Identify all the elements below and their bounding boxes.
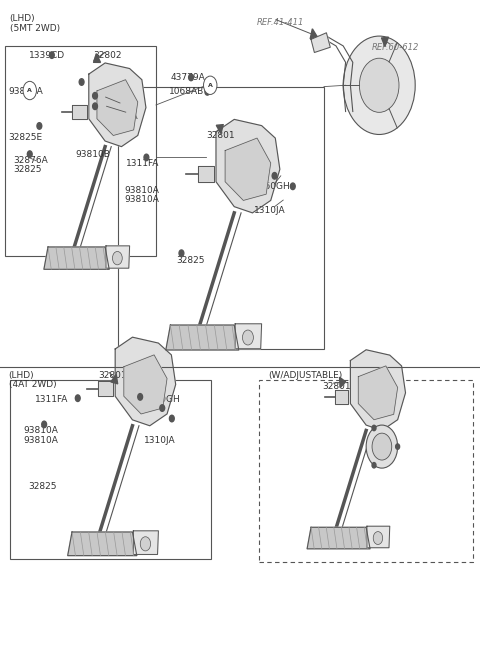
Text: 32825E: 32825E [9,133,43,142]
Circle shape [372,425,376,430]
Circle shape [205,89,210,95]
Polygon shape [124,355,167,414]
Polygon shape [335,390,348,403]
Polygon shape [310,29,317,39]
Text: (5MT 2WD): (5MT 2WD) [10,24,60,33]
Circle shape [42,421,47,428]
Circle shape [23,81,36,100]
Polygon shape [89,63,146,147]
Circle shape [49,52,54,58]
Text: 1339CD: 1339CD [29,51,65,60]
Text: 1360GH: 1360GH [100,102,137,111]
Circle shape [204,76,217,94]
Text: A: A [27,88,32,93]
Polygon shape [94,54,100,62]
Circle shape [396,444,399,449]
Polygon shape [44,247,109,270]
Polygon shape [111,375,118,384]
Bar [10,380,211,559]
Polygon shape [225,138,271,201]
Polygon shape [235,324,262,349]
Circle shape [372,462,376,468]
Text: 32801: 32801 [323,382,351,391]
Text: 32825: 32825 [28,482,56,491]
Bar [118,87,324,349]
Polygon shape [133,531,158,554]
Circle shape [93,92,97,99]
Polygon shape [216,119,280,213]
Text: 93840A: 93840A [9,87,43,96]
Polygon shape [307,527,370,549]
Text: 1068AB: 1068AB [169,87,204,96]
Text: 32825: 32825 [13,165,42,174]
Text: REF.60-612: REF.60-612 [372,43,420,52]
Text: 93810A: 93810A [125,195,160,205]
Circle shape [366,425,397,468]
Polygon shape [350,350,406,430]
Text: 1311FA: 1311FA [35,395,68,404]
Text: 93810A: 93810A [23,436,58,445]
Circle shape [75,395,80,401]
Circle shape [138,394,143,400]
Text: 43779A: 43779A [170,73,205,83]
Text: 1310JA: 1310JA [107,112,138,121]
Polygon shape [98,381,113,396]
Polygon shape [106,246,130,268]
Polygon shape [166,325,239,350]
Circle shape [93,103,97,110]
Circle shape [272,173,277,179]
Text: 32801: 32801 [206,131,235,140]
Polygon shape [72,105,87,119]
Circle shape [112,251,122,265]
Polygon shape [339,377,346,388]
Polygon shape [358,366,397,420]
Circle shape [140,537,151,551]
Polygon shape [382,37,388,47]
Circle shape [169,415,174,422]
Text: 32825: 32825 [177,256,205,265]
Text: 1360GH: 1360GH [254,182,291,192]
Text: 93810B: 93810B [76,150,111,159]
Polygon shape [311,33,330,52]
Text: (LHD): (LHD) [10,14,35,24]
Text: 32801: 32801 [98,371,127,380]
Text: 32876A: 32876A [13,156,48,165]
Text: (W/ADJUSTABLE): (W/ADJUSTABLE) [268,371,342,380]
Circle shape [189,74,193,81]
Circle shape [27,151,32,157]
Text: 1310JA: 1310JA [254,206,286,215]
Text: 93810A: 93810A [125,186,160,195]
Polygon shape [115,337,176,426]
Circle shape [373,531,383,544]
Text: 1310JA: 1310JA [144,436,176,445]
Circle shape [179,250,184,256]
Circle shape [160,405,165,411]
Polygon shape [68,532,137,556]
Text: (4AT 2WD): (4AT 2WD) [9,380,56,390]
Polygon shape [97,80,138,136]
Circle shape [144,154,149,161]
Polygon shape [367,526,390,548]
Bar [5,46,156,256]
Text: 32802: 32802 [94,51,122,60]
Circle shape [290,183,295,190]
Text: 93810A: 93810A [23,426,58,436]
Text: REF.41-411: REF.41-411 [257,18,304,28]
Circle shape [242,330,253,345]
Circle shape [79,79,84,85]
Circle shape [343,36,415,134]
Circle shape [372,433,392,460]
Polygon shape [216,125,223,134]
Bar [259,380,473,562]
Circle shape [37,123,42,129]
Text: 1311FA: 1311FA [126,159,159,168]
Polygon shape [198,166,214,182]
Text: A: A [208,83,213,88]
Text: 1360GH: 1360GH [144,395,181,404]
Text: (LHD): (LHD) [9,371,34,380]
Circle shape [360,58,399,112]
